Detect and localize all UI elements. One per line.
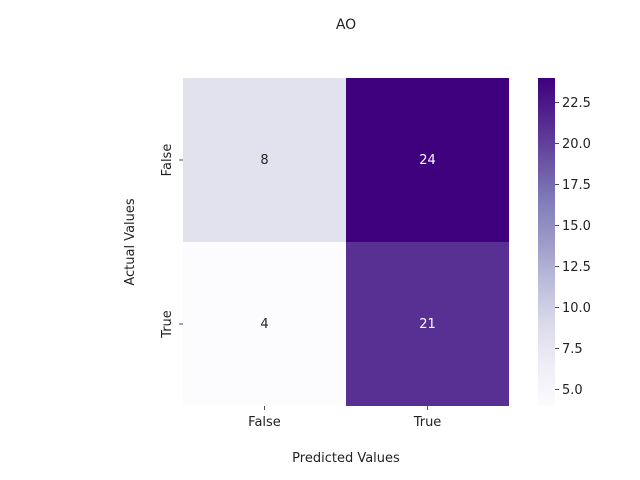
colorbar-tick-label: 20.0 xyxy=(562,137,591,152)
y-axis: False True xyxy=(160,144,183,339)
cell-value-label: 4 xyxy=(260,317,268,332)
y-axis-label: Actual Values xyxy=(123,198,138,286)
heatmap-cell-labels: 8 24 4 21 xyxy=(260,153,435,332)
heatmap-cell xyxy=(183,78,346,242)
heatmap-cells xyxy=(183,78,509,406)
heatmap-cell xyxy=(183,242,346,406)
heatmap-cell xyxy=(346,242,509,406)
colorbar-tick-label: 10.0 xyxy=(562,301,591,316)
heatmap-cell xyxy=(346,78,509,242)
x-axis-label: Predicted Values xyxy=(292,451,400,466)
y-tick-label: True xyxy=(160,310,175,339)
cell-value-label: 8 xyxy=(260,153,268,168)
colorbar-tick-label: 15.0 xyxy=(562,219,591,234)
colorbar xyxy=(538,78,555,406)
colorbar-tick-label: 5.0 xyxy=(562,383,583,398)
cell-value-label: 21 xyxy=(419,317,436,332)
chart-title: AO xyxy=(336,17,356,33)
colorbar-tick-label: 17.5 xyxy=(562,178,591,193)
x-tick-label: False xyxy=(248,415,281,430)
cell-value-label: 24 xyxy=(419,153,436,168)
x-tick-label: True xyxy=(413,415,442,430)
x-axis: False True xyxy=(248,406,441,430)
colorbar-tick-label: 7.5 xyxy=(562,342,583,357)
colorbar-ticks: 5.0 7.5 10.0 12.5 15.0 17.5 20.0 22.5 xyxy=(555,96,591,398)
y-tick-label: False xyxy=(160,144,175,177)
colorbar-tick-label: 22.5 xyxy=(562,96,591,111)
colorbar-tick-label: 12.5 xyxy=(562,260,591,275)
